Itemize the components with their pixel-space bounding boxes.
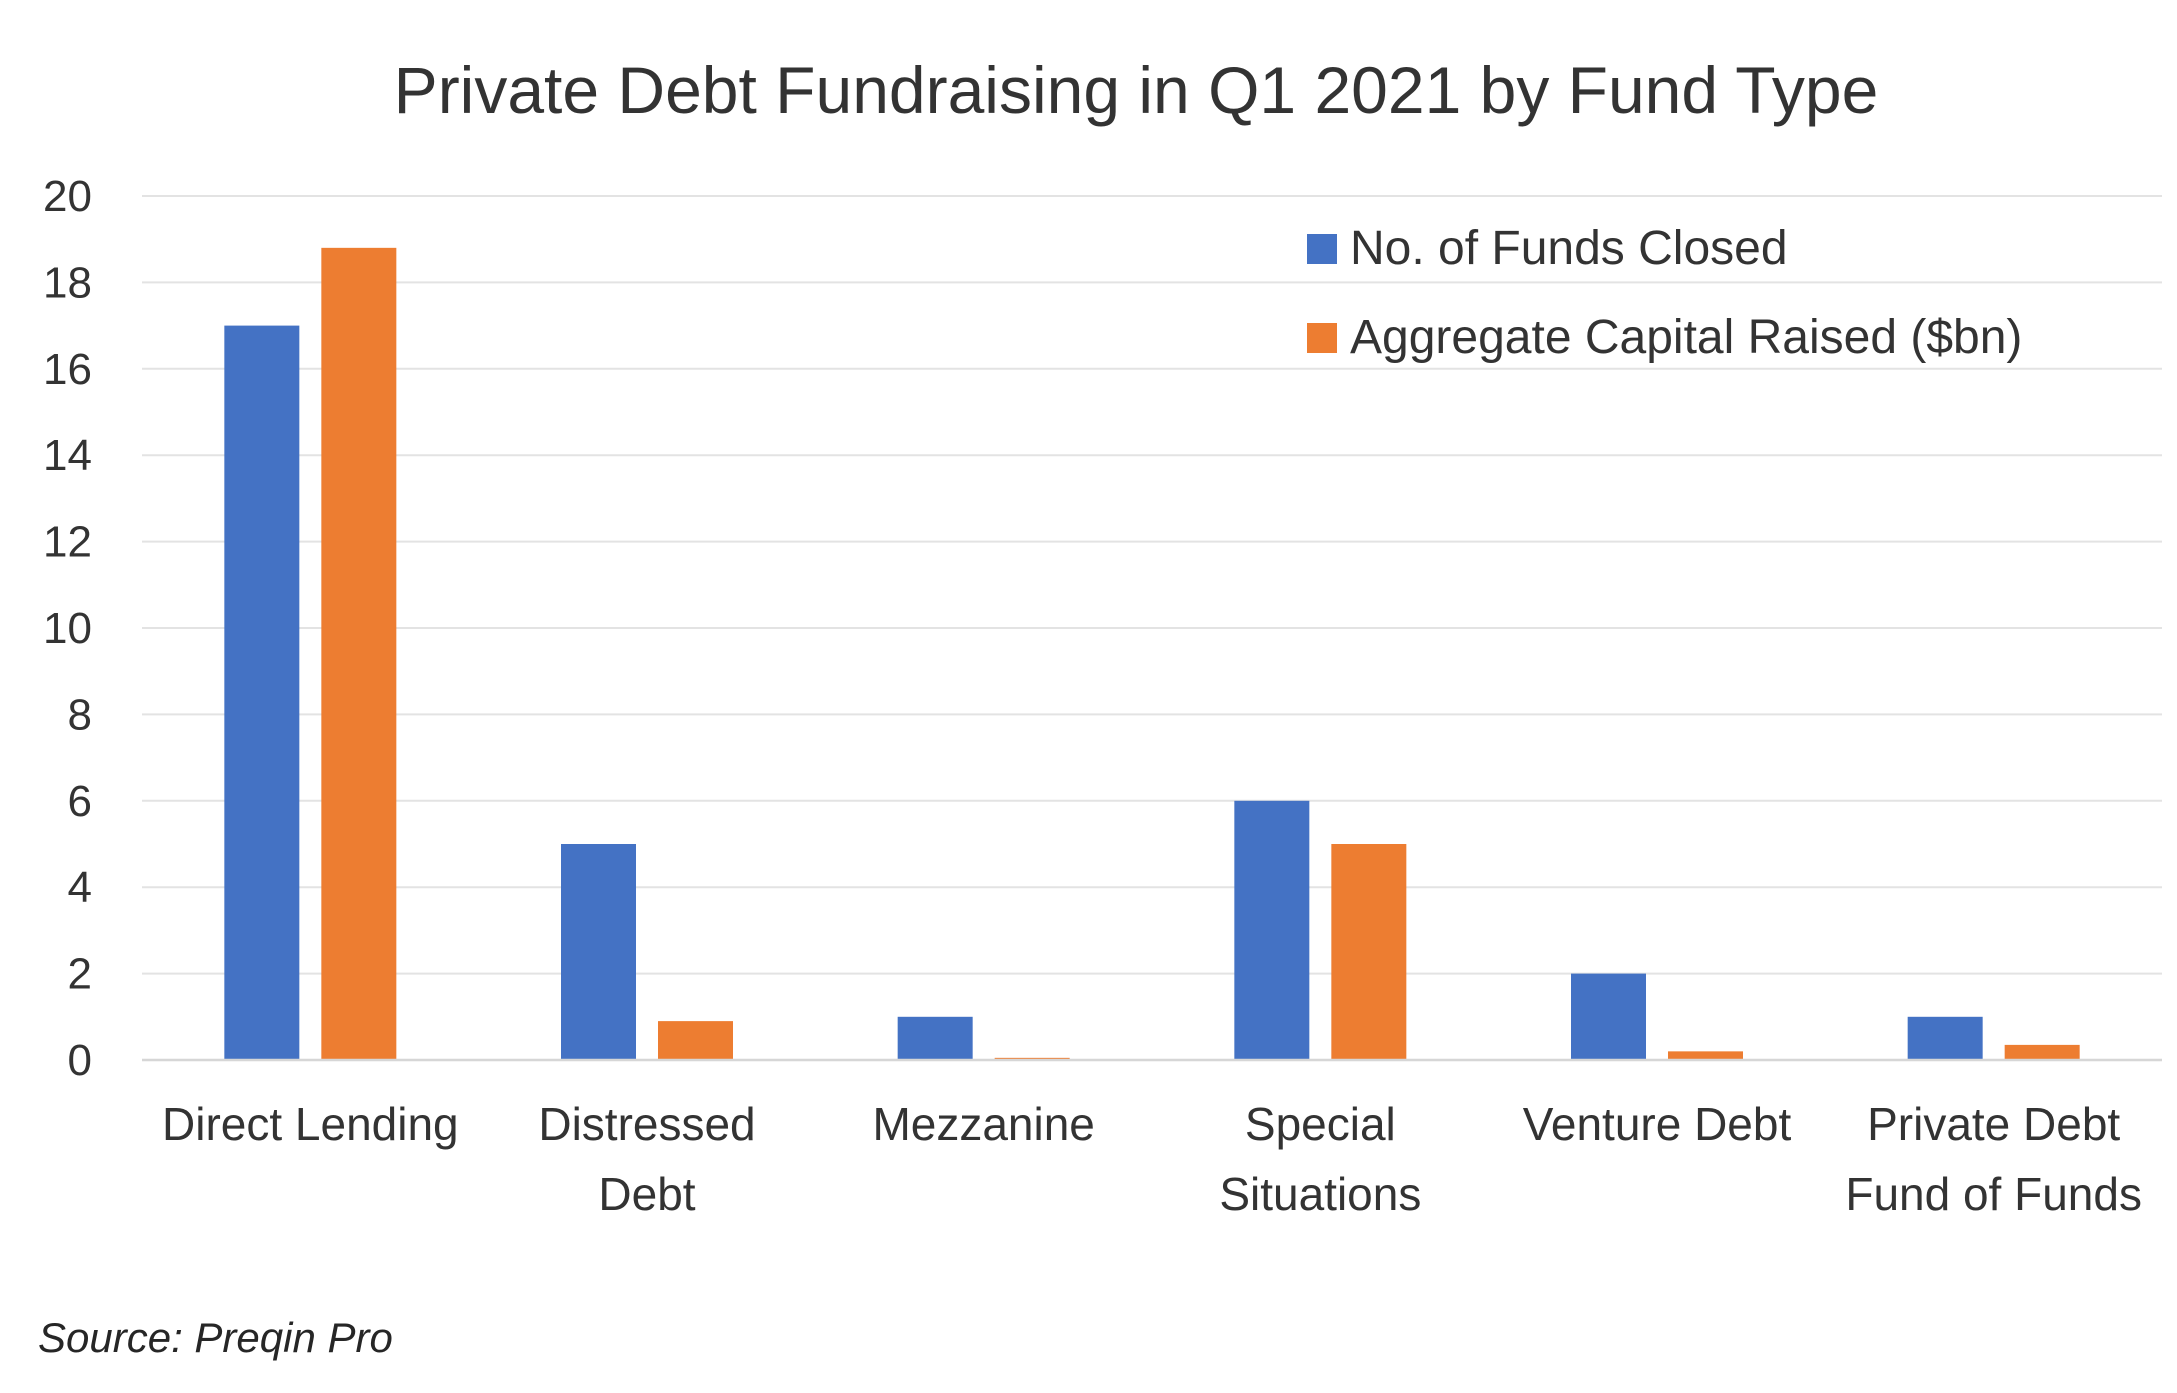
bar-series0-cat4: [1571, 973, 1646, 1060]
gridlines: [142, 195, 2162, 975]
x-category-label-5-0: Private Debt: [1867, 1098, 2120, 1150]
bars: [224, 247, 2080, 1061]
legend-swatch-0: [1307, 234, 1337, 264]
x-category-label-3-0: Special: [1245, 1098, 1396, 1150]
x-category-label-0-0: Direct Lending: [162, 1098, 459, 1150]
y-tick-label-4: 4: [68, 863, 92, 912]
chart-title: Private Debt Fundraising in Q1 2021 by F…: [394, 53, 1879, 127]
y-tick-label-18: 18: [43, 258, 92, 307]
legend-label-1: Aggregate Capital Raised ($bn): [1350, 311, 2022, 364]
y-tick-label-2: 2: [68, 950, 92, 999]
x-category-label-2-0: Mezzanine: [872, 1098, 1094, 1150]
y-tick-label-10: 10: [43, 604, 92, 653]
x-category-label-1-0: Distressed: [538, 1098, 755, 1150]
bar-series0-cat1: [561, 844, 636, 1060]
y-tick-label-16: 16: [43, 345, 92, 394]
source-note: Source: Preqin Pro: [38, 1314, 393, 1361]
x-axis-categories: Direct Lending Distressed Debt Mezzanine Spe…: [162, 1098, 2142, 1220]
bar-series0-cat2: [897, 1016, 973, 1060]
x-category-label-4-0: Venture Debt: [1523, 1098, 1792, 1150]
y-tick-label-0: 0: [68, 1036, 92, 1085]
bar-series0-cat0: [224, 325, 300, 1061]
bar-series1-cat3: [1331, 844, 1407, 1060]
bar-series0-cat5: [1907, 1016, 1983, 1060]
legend-label-0: No. of Funds Closed: [1350, 222, 1788, 275]
legend: No. of Funds Closed Aggregate Capital Rai…: [1307, 222, 2022, 364]
legend-swatch-1: [1307, 323, 1337, 353]
bar-series1-cat0: [321, 247, 397, 1061]
y-tick-label-14: 14: [43, 431, 92, 480]
bar-series1-cat4: [1668, 1051, 1743, 1060]
y-axis-ticks: 0 2 4 6 8 10 12 14 16 18 20: [43, 172, 92, 1085]
bar-series1-cat1: [658, 1021, 733, 1060]
y-tick-label-12: 12: [43, 518, 92, 567]
y-tick-label-6: 6: [68, 777, 92, 826]
bar-series1-cat5: [2004, 1044, 2080, 1060]
y-tick-label-20: 20: [43, 172, 92, 221]
x-category-label-5-1: Fund of Funds: [1845, 1168, 2142, 1220]
x-category-label-3-1: Situations: [1219, 1168, 1421, 1220]
x-category-label-1-1: Debt: [598, 1168, 695, 1220]
y-tick-label-8: 8: [68, 690, 92, 739]
bar-series0-cat3: [1234, 800, 1310, 1060]
